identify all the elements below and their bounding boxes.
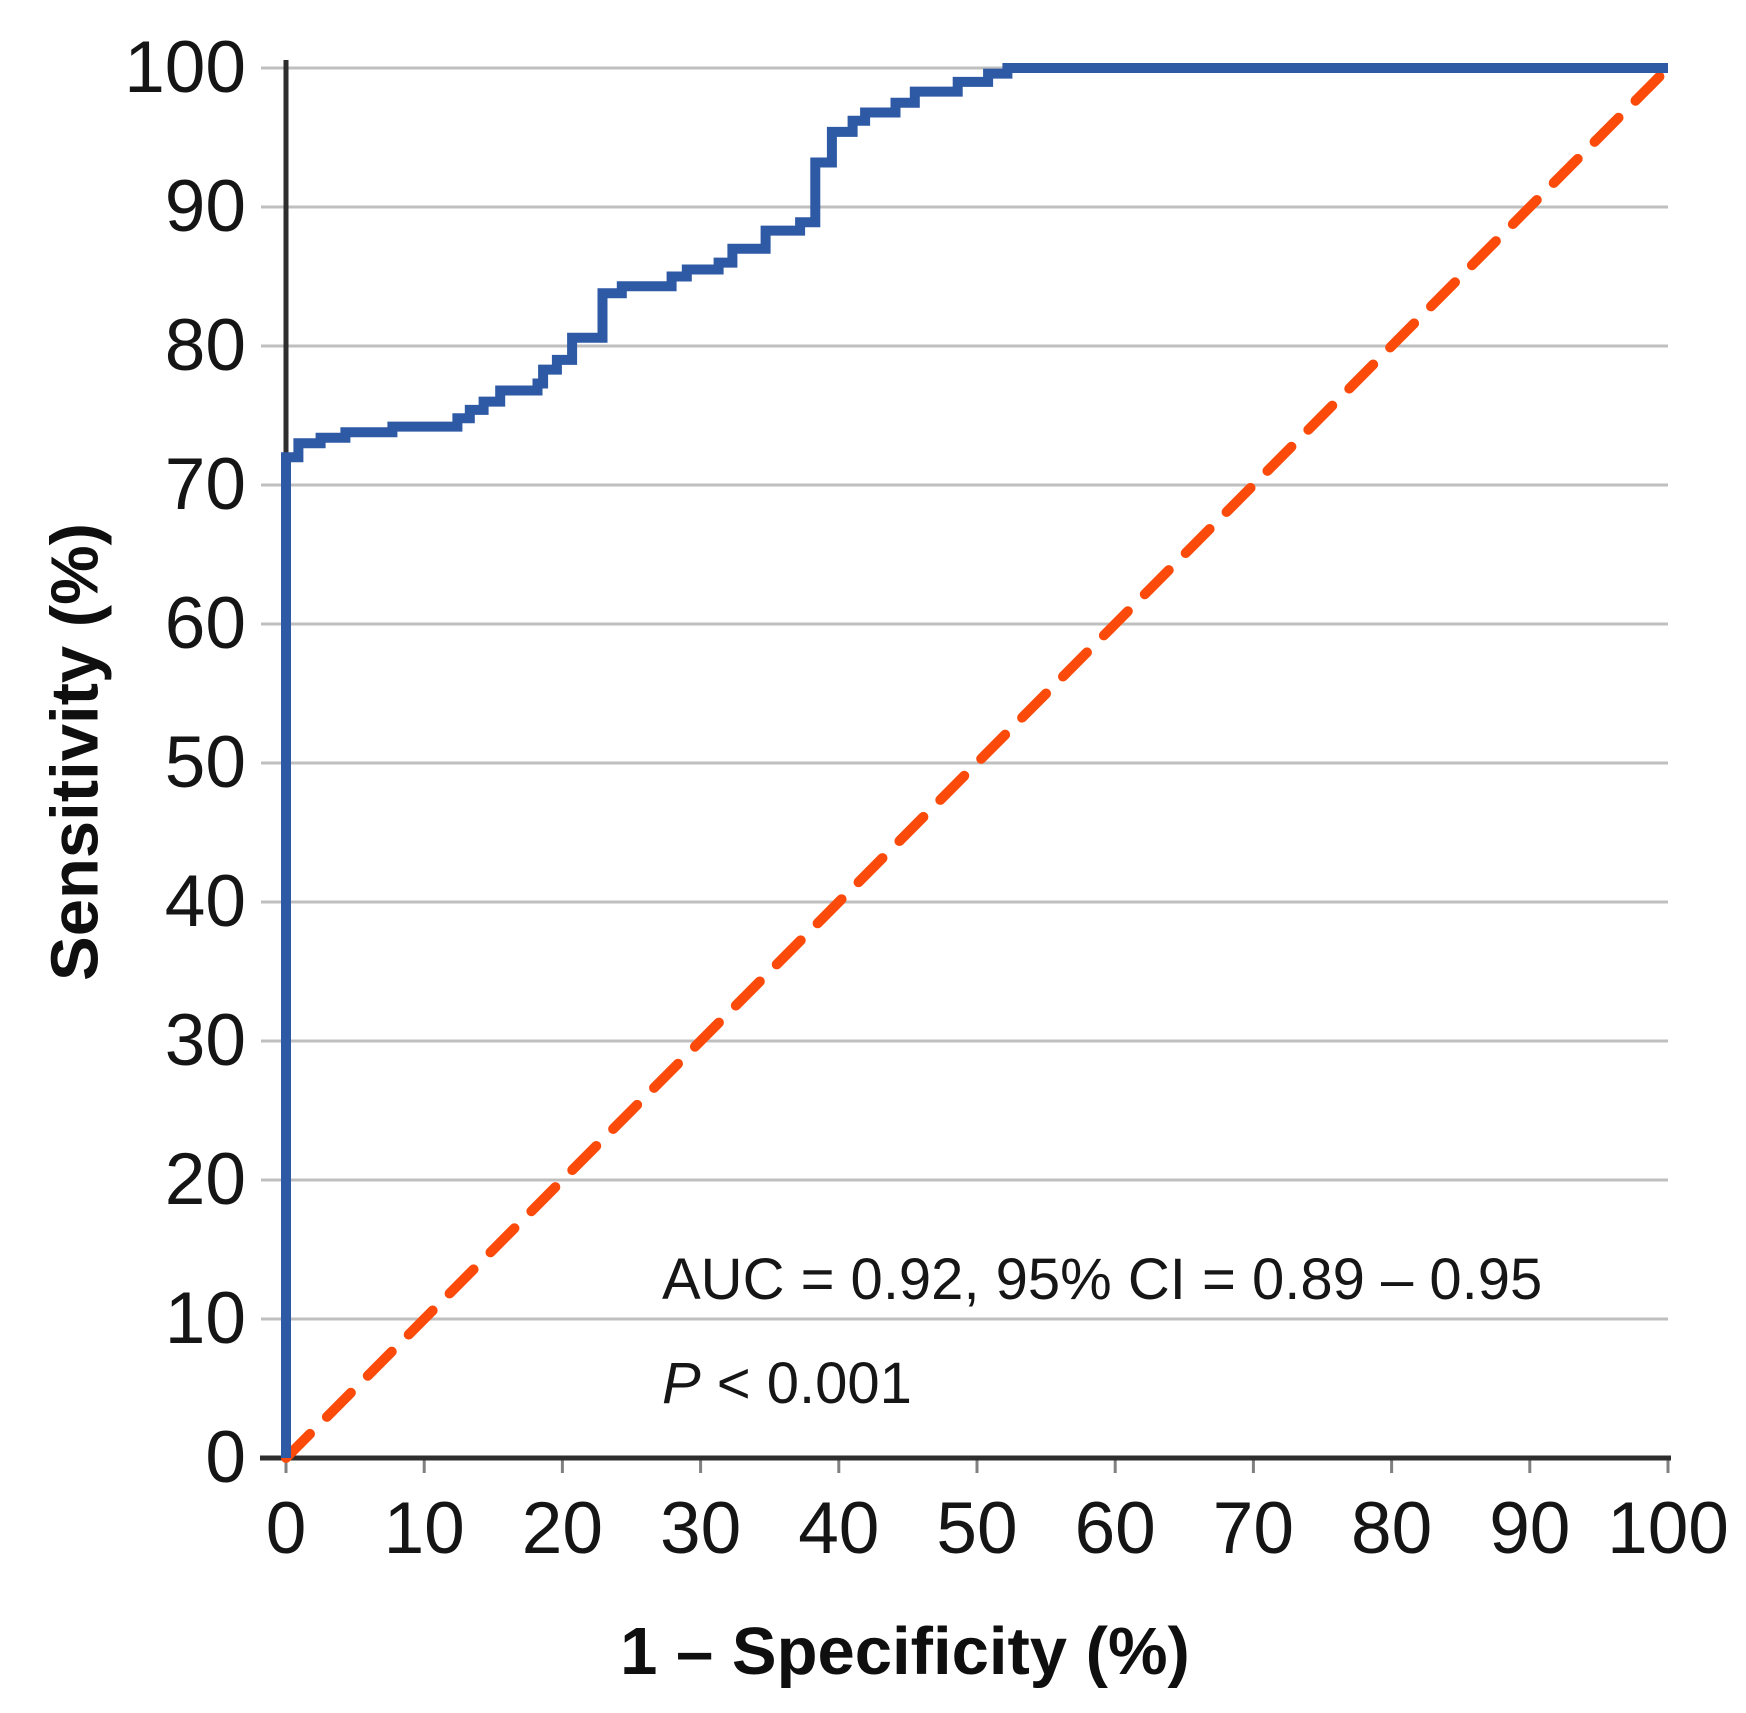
x-tick-label-10: 10: [383, 1488, 465, 1569]
x-tick-label-40: 40: [798, 1488, 880, 1569]
y-tick-label-40: 40: [164, 861, 246, 942]
y-axis-title: Sensitivity (%): [37, 523, 113, 981]
annotation-pvalue: P < 0.001: [662, 1350, 912, 1417]
x-tick-label-60: 60: [1074, 1488, 1156, 1569]
x-tick-label-30: 30: [659, 1488, 742, 1569]
x-tick-label-50: 50: [936, 1488, 1018, 1569]
x-tick-label-70: 70: [1212, 1488, 1294, 1569]
chance-diagonal-line: [281, 63, 1673, 1463]
y-tick-label-20: 20: [164, 1139, 246, 1220]
roc-curve-line: [281, 63, 1668, 1458]
x-tick-label-90: 90: [1489, 1488, 1571, 1569]
y-tick-label-80: 80: [164, 305, 246, 386]
y-tick-label-90: 90: [164, 166, 246, 247]
annotation-auc: AUC = 0.92, 95% CI = 0.89 – 0.95: [662, 1247, 1543, 1312]
x-tick-label-100: 100: [1607, 1488, 1729, 1569]
y-tick-label-10: 10: [164, 1278, 246, 1359]
y-tick-label-100: 100: [124, 27, 246, 108]
x-tick-label-80: 80: [1350, 1488, 1433, 1569]
x-tick-label-20: 20: [521, 1488, 603, 1569]
x-tick-label-0: 0: [265, 1488, 307, 1569]
y-tick-label-0: 0: [205, 1417, 246, 1498]
annotation-p-rest: < 0.001: [700, 1351, 912, 1416]
y-tick-label-50: 50: [164, 722, 246, 803]
y-tick-label-60: 60: [164, 583, 246, 664]
y-tick-label-70: 70: [164, 444, 246, 525]
x-axis-title: 1 – Specificity (%): [620, 1614, 1190, 1689]
annotation-p-symbol: P: [662, 1351, 701, 1416]
y-tick-label-30: 30: [164, 1000, 246, 1081]
